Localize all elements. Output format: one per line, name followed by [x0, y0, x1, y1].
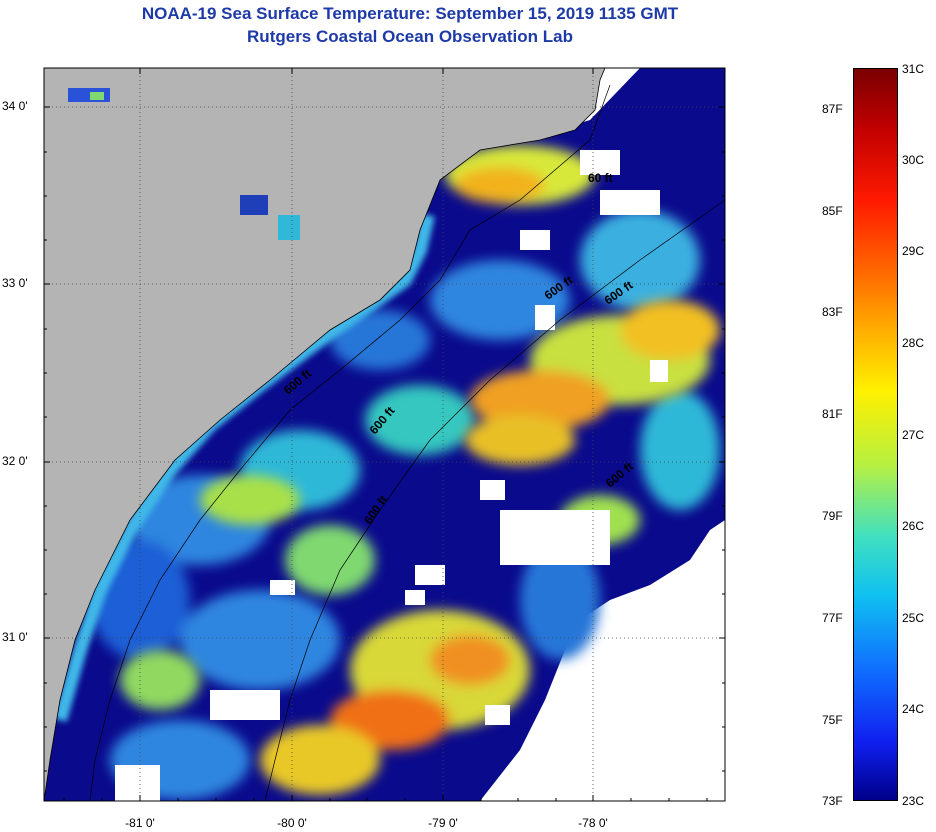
colorbar-fahrenheit-label: 75F	[822, 712, 843, 727]
longitude-label: -79 0'	[428, 816, 458, 830]
latitude-label: 33 0'	[2, 276, 28, 290]
map-frame	[43, 67, 726, 802]
colorbar-fahrenheit-label: 81F	[822, 407, 843, 422]
colorbar-fahrenheit-label: 73F	[822, 794, 843, 808]
latitude-label: 34 0'	[2, 99, 28, 113]
colorbar-celsius-label: 29C	[902, 244, 925, 259]
colorbar-fahrenheit-label: 83F	[822, 305, 843, 320]
temperature-colorbar	[853, 68, 898, 801]
map-subtitle: Rutgers Coastal Ocean Observation Lab	[247, 27, 573, 46]
colorbar-fahrenheit-label: 87F	[822, 101, 843, 116]
colorbar-celsius-label: 23C	[902, 794, 925, 808]
inland-water	[68, 88, 300, 240]
colorbar-fahrenheit-label: 77F	[822, 610, 843, 625]
colorbar-celsius-label: 25C	[902, 610, 925, 625]
colorbar-celsius-label: 26C	[902, 519, 925, 534]
colorbar-celsius-label: 28C	[902, 335, 925, 350]
land-area	[44, 68, 605, 801]
coastline	[44, 68, 606, 801]
graticule	[44, 68, 725, 801]
cloud-patches	[115, 150, 668, 801]
colorbar-celsius-label: 27C	[902, 427, 925, 442]
cool-water-zones	[90, 210, 720, 800]
latitude-label: 32 0'	[2, 454, 28, 468]
warm-water-zones	[120, 145, 720, 795]
longitude-label: -78 0'	[578, 816, 608, 830]
colorbar-fahrenheit-label: 85F	[822, 203, 843, 218]
isobath-600ft	[264, 199, 725, 801]
colorbar-celsius-label: 30C	[902, 152, 925, 167]
latitude-label: 31 0'	[2, 630, 28, 644]
longitude-label: -81 0'	[125, 816, 155, 830]
longitude-label: -80 0'	[277, 816, 307, 830]
map-title: NOAA-19 Sea Surface Temperature: Septemb…	[141, 4, 679, 23]
colorbar-celsius-label: 24C	[902, 702, 925, 717]
colorbar-celsius-label: 31C	[902, 62, 925, 76]
axis-ticks	[44, 68, 725, 801]
isobath-60ft	[89, 84, 611, 801]
colorbar-fahrenheit-label: 79F	[822, 508, 843, 523]
contour-label: 60 ft	[588, 171, 613, 185]
